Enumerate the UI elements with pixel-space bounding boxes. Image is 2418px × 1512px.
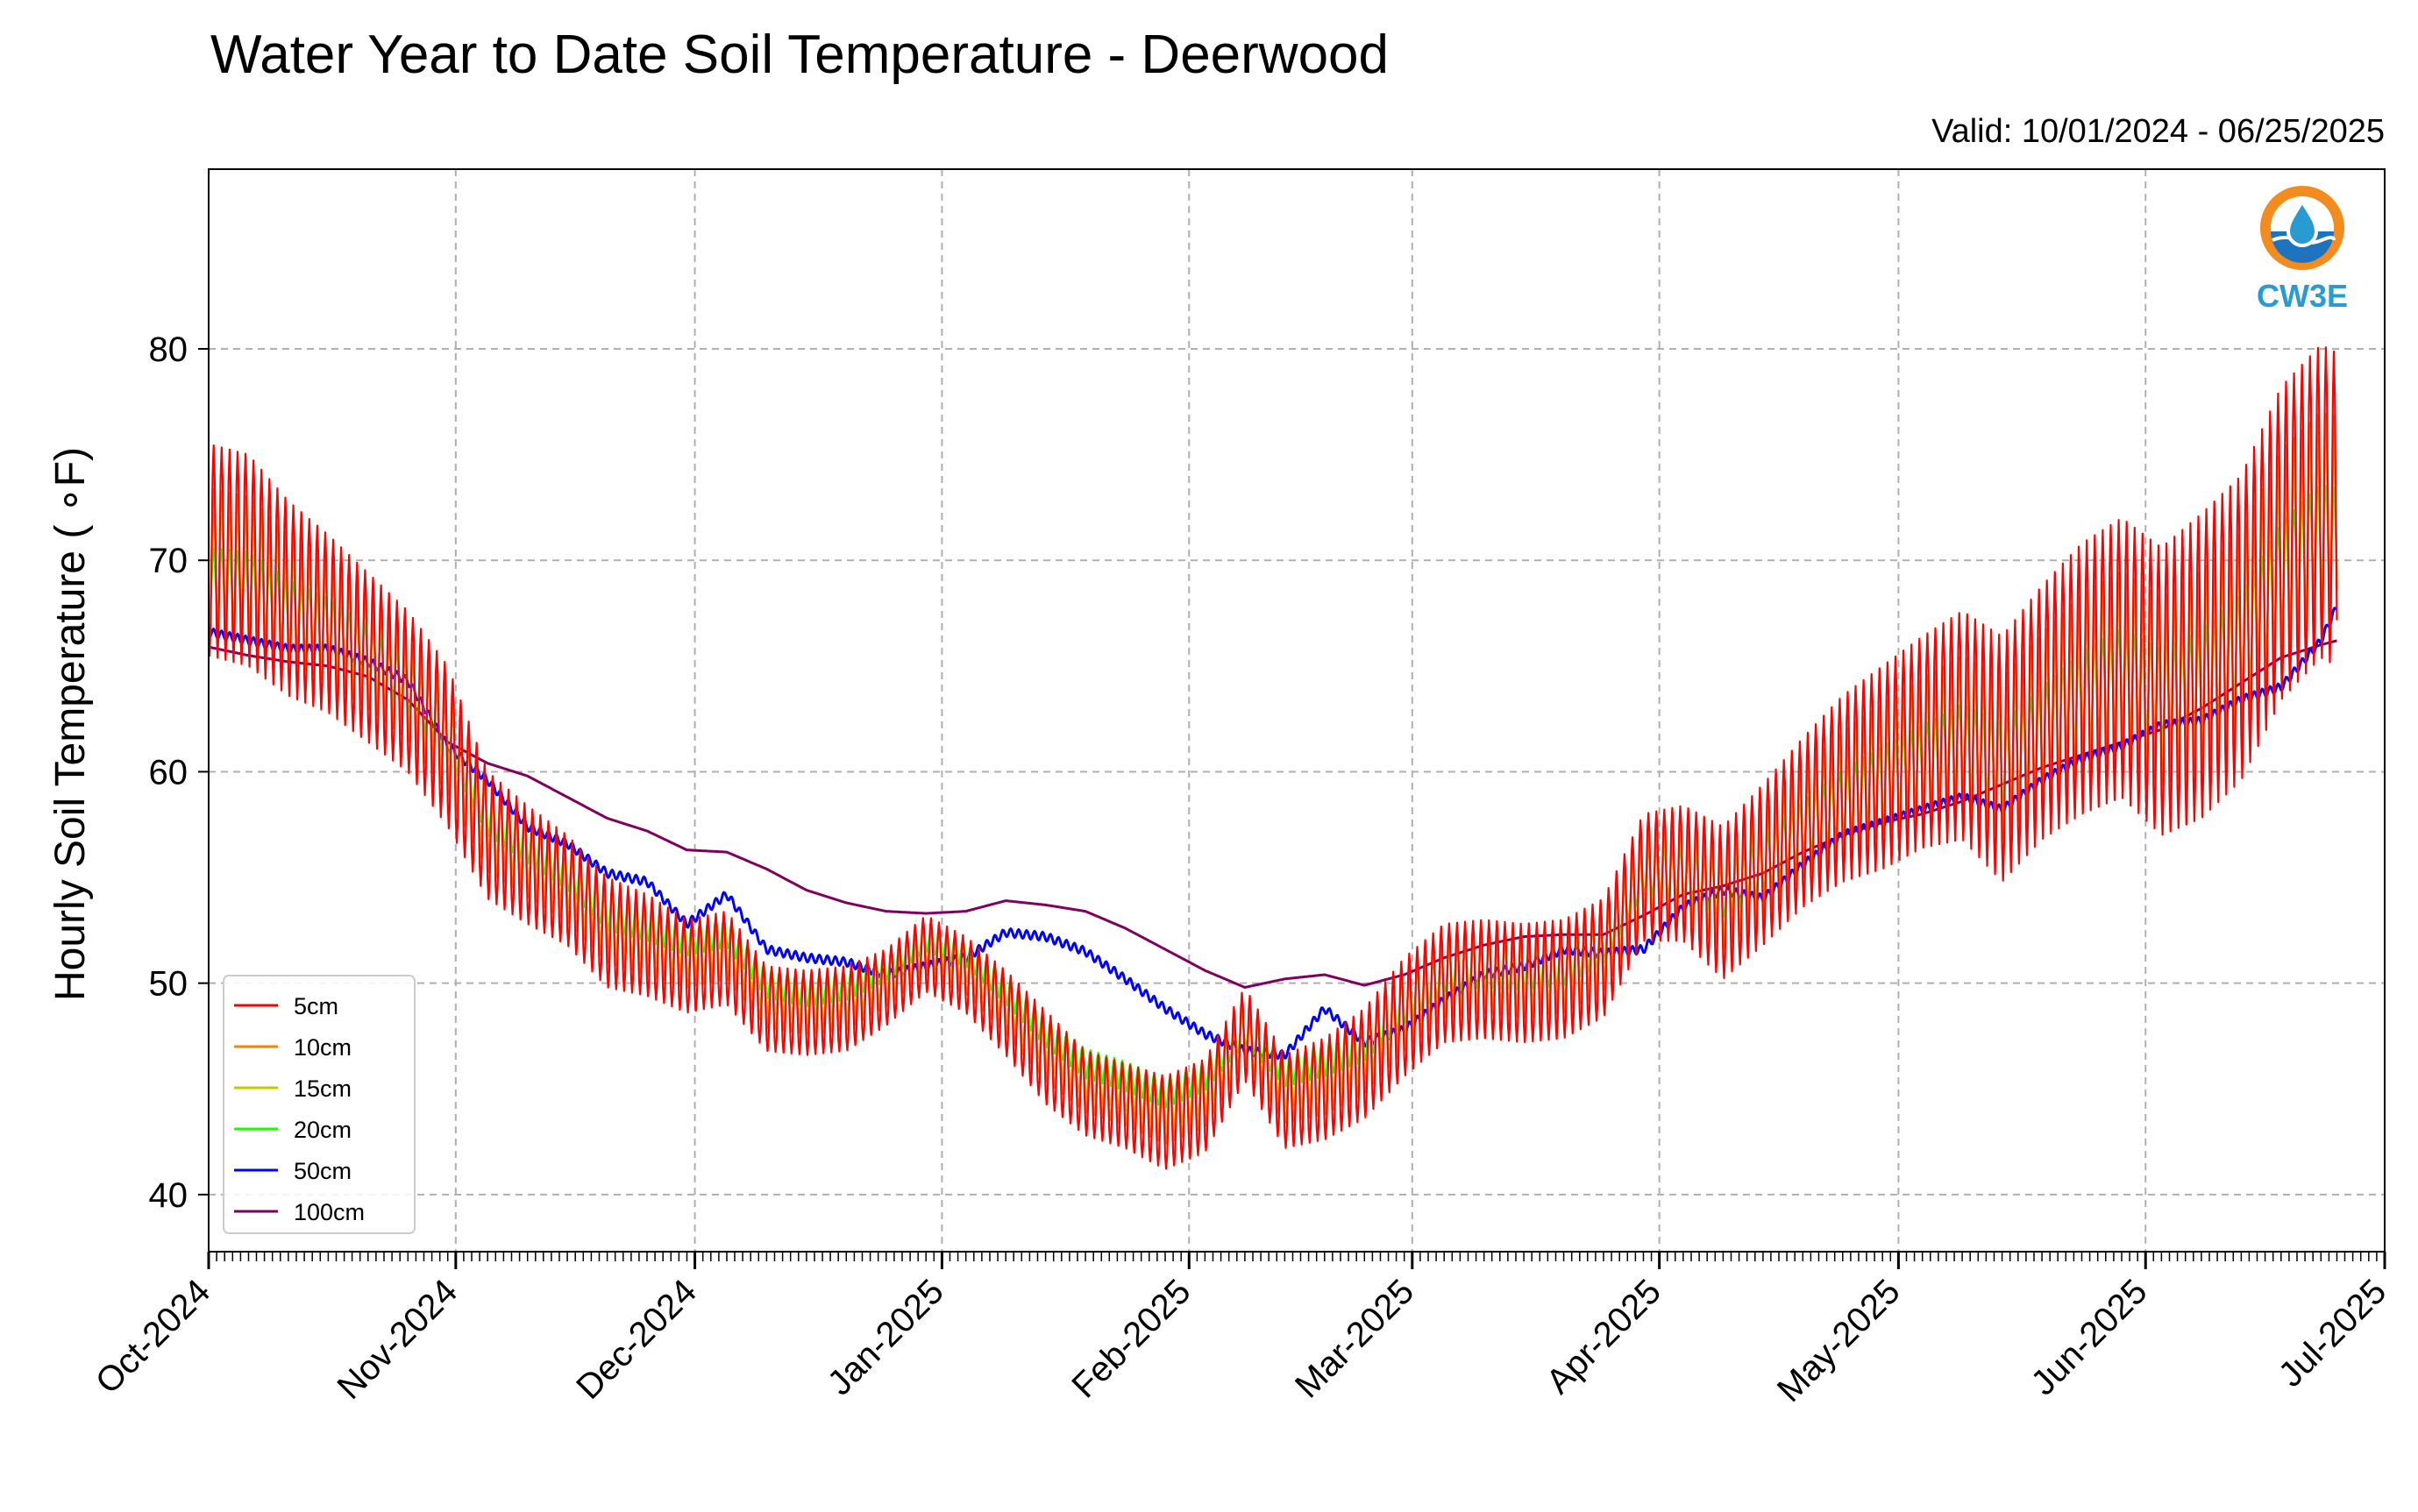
- y-tick-label: 60: [149, 753, 188, 791]
- legend-label: 15cm: [294, 1075, 352, 1102]
- chart-title: Water Year to Date Soil Temperature - De…: [210, 25, 1389, 85]
- legend-label: 50cm: [294, 1158, 352, 1184]
- y-tick-label: 40: [149, 1176, 188, 1215]
- gridlines: [209, 169, 2385, 1252]
- cw3e-logo: CW3E: [2257, 186, 2348, 314]
- x-tick-label: Jan-2025: [821, 1272, 951, 1402]
- x-tick-label: Dec-2024: [569, 1272, 704, 1407]
- series-line-100cm: [209, 639, 2337, 989]
- x-tick-label: Jul-2025: [2272, 1272, 2394, 1395]
- x-tick-label: Jun-2025: [2024, 1272, 2155, 1402]
- y-axis-label: Hourly Soil Temperature ( ∘F): [47, 447, 94, 1001]
- x-minor-ticks: [208, 1252, 2386, 1261]
- legend-label: 100cm: [294, 1199, 365, 1225]
- x-tick-label: May-2025: [1770, 1272, 1908, 1409]
- y-tick-label: 50: [149, 965, 188, 1004]
- x-axis: Oct-2024 Nov-2024 Dec-2024 Jan-2025 Feb-2025…: [89, 1252, 2393, 1409]
- y-tick-label: 80: [149, 330, 188, 369]
- x-tick-label: Apr-2025: [1540, 1272, 1668, 1401]
- legend-label: 20cm: [294, 1117, 352, 1143]
- x-tick-label: Mar-2025: [1288, 1272, 1421, 1405]
- y-axis: 40 50 60 70 80: [149, 330, 209, 1215]
- legend: 5cm 10cm 15cm 20cm 50cm 100cm: [223, 975, 416, 1234]
- plot-frame: [208, 168, 2386, 1253]
- logo-text: CW3E: [2257, 278, 2348, 314]
- legend-label: 10cm: [294, 1034, 352, 1061]
- y-tick-label: 70: [149, 542, 188, 580]
- plot-area: [209, 346, 2338, 1170]
- x-tick-label: Feb-2025: [1064, 1272, 1198, 1405]
- water-drop-icon: [2286, 198, 2319, 247]
- legend-label: 5cm: [294, 993, 338, 1019]
- series-line-5cm: [209, 346, 2338, 1170]
- chart-subtitle: Valid: 10/01/2024 - 06/25/2025: [1931, 113, 2385, 150]
- x-tick-label: Oct-2024: [89, 1272, 217, 1401]
- x-tick-label: Nov-2024: [330, 1272, 465, 1407]
